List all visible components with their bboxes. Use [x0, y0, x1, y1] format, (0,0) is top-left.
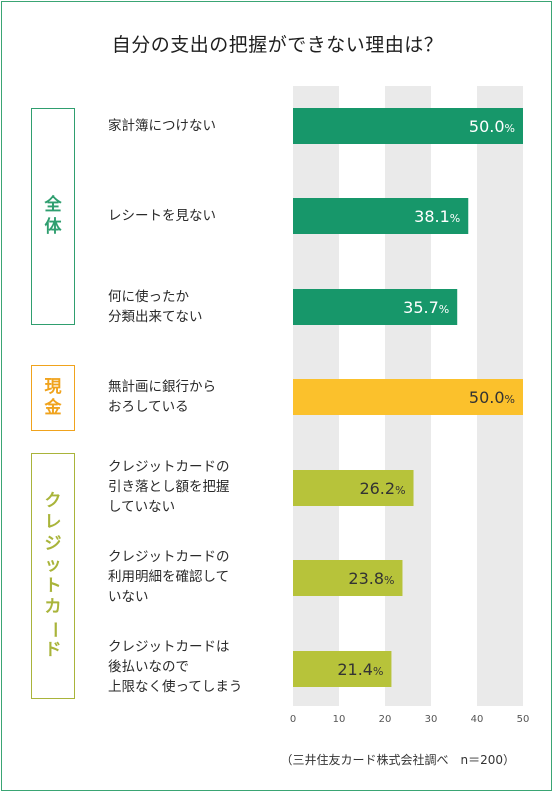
bar-value-label: 23.8% — [348, 569, 394, 588]
group-box-cash: 現金 — [31, 365, 75, 431]
group-box-credit-card: クレジットカード — [31, 453, 75, 699]
bar-value-label: 50.0% — [469, 388, 515, 407]
x-tick-label: 50 — [517, 714, 530, 725]
bar — [293, 289, 458, 325]
group-label-char: カ — [44, 597, 62, 618]
group-label-char: 金 — [44, 398, 62, 418]
x-tick-label: 20 — [379, 714, 392, 725]
group-label-char: レ — [44, 512, 62, 533]
group-label-overall: 全体 — [45, 195, 62, 238]
x-tick-label: 10 — [333, 714, 346, 725]
bar-value-label: 21.4% — [337, 660, 383, 679]
chart-title: 自分の支出の把握ができない理由は？ — [111, 34, 444, 56]
row-label: 家計簿につけない — [108, 118, 216, 134]
bar — [293, 651, 392, 687]
footnote: （三井住友カード株式会社調べ n＝200） — [280, 753, 515, 767]
bar-value-label: 26.2% — [359, 479, 405, 498]
bar — [293, 560, 403, 596]
group-label-char: ド — [44, 639, 62, 660]
group-label-char: 体 — [44, 216, 62, 237]
row-label: クレジットカードの 引き落とし額を把握 していない — [108, 459, 230, 515]
bar — [293, 379, 523, 415]
group-label-char: ジ — [44, 533, 62, 554]
group-label-char: ト — [44, 576, 62, 596]
group-label-char: 現 — [44, 376, 62, 397]
row-label: 無計画に銀行から おろしている — [108, 379, 216, 415]
bar — [293, 108, 523, 144]
x-tick-label: 0 — [290, 714, 296, 725]
group-label-cash: 現金 — [45, 377, 62, 420]
bar-value-label: 50.0% — [469, 117, 515, 136]
row-label: クレジットカードの 利用明細を確認して いない — [108, 549, 230, 605]
x-tick-label: 40 — [471, 714, 484, 725]
bar — [293, 198, 469, 234]
x-tick-label: 30 — [425, 714, 438, 725]
group-label-char: 全 — [44, 195, 62, 216]
group-box-overall: 全体 — [31, 108, 75, 325]
group-label-char: ッ — [44, 554, 62, 575]
group-label-char: ク — [44, 491, 62, 511]
row-label: 何に使ったか 分類出来てない — [108, 289, 203, 325]
bar — [293, 470, 414, 506]
row-label: クレジットカードは 後払いなので 上限なく使ってしまう — [108, 639, 243, 695]
group-label-credit-card: クレジットカード — [44, 491, 64, 661]
bar-value-label: 35.7% — [403, 298, 449, 317]
row-label: レシートを見ない — [108, 208, 216, 224]
bar-value-label: 38.1% — [414, 207, 460, 226]
